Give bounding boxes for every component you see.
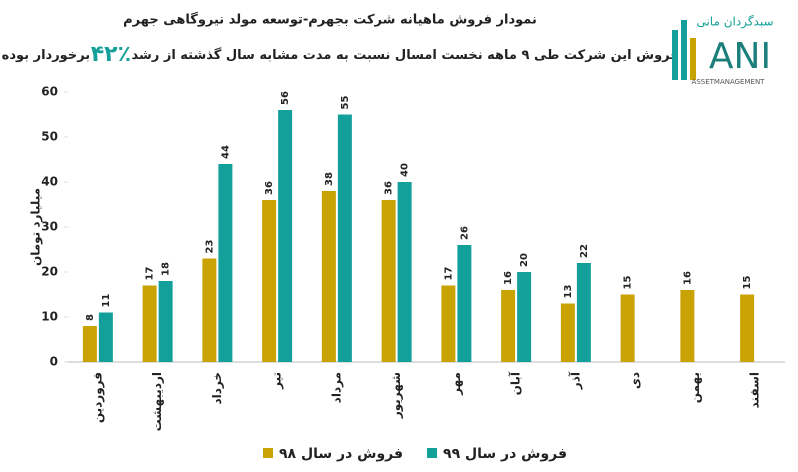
- x-tick-label: تیر: [270, 372, 284, 390]
- y-tick-label: 0: [50, 355, 58, 369]
- bar: [457, 245, 472, 362]
- bar: [218, 164, 233, 362]
- logo-bar: [672, 30, 678, 80]
- chart-title: نمودار فروش ماهیانه شرکت بجهرم-توسعه مول…: [123, 12, 537, 28]
- x-tick-label: خرداد: [210, 372, 224, 405]
- x-tick-label: آبان: [508, 371, 523, 395]
- x-tick-label: آذر: [567, 371, 582, 390]
- bar: [337, 114, 352, 362]
- logo: سبدگردان مانی ANI ASSETMANAGEMENT: [672, 15, 774, 86]
- bar: [202, 258, 217, 362]
- data-label: 13: [563, 285, 574, 299]
- bar: [560, 303, 575, 362]
- data-label: 16: [503, 271, 514, 285]
- bar: [262, 200, 277, 362]
- x-tick-label: اردیبهشت: [150, 372, 164, 431]
- y-tick-label: 50: [41, 130, 58, 144]
- bar: [321, 191, 336, 362]
- bar: [576, 263, 591, 362]
- subtitle-text: فروش این شرکت طی ۹ ماهه نخست امسال نسبت …: [132, 47, 679, 63]
- data-label: 8: [85, 314, 96, 321]
- x-tick-label: مرداد: [329, 372, 343, 403]
- legend-swatch: [427, 448, 438, 458]
- data-label: 36: [384, 181, 395, 195]
- logo-bar: [681, 20, 687, 80]
- data-label: 56: [280, 91, 291, 105]
- bar: [142, 285, 157, 362]
- data-label: 16: [682, 271, 693, 285]
- x-tick-label: شهریور: [389, 372, 404, 419]
- legend-label: فروش در سال ۹۹: [443, 446, 567, 462]
- y-tick-label: 60: [41, 85, 58, 99]
- data-label: 23: [204, 240, 215, 254]
- bar: [501, 290, 516, 362]
- bar: [441, 285, 456, 362]
- data-label: 26: [459, 226, 470, 240]
- data-label: 44: [220, 145, 231, 159]
- data-label: 40: [400, 163, 411, 177]
- bar: [680, 290, 695, 362]
- bar: [278, 110, 293, 362]
- subtitle: فروش این شرکت طی ۹ ماهه نخست امسال نسبت …: [0, 42, 679, 67]
- data-label: 11: [101, 294, 112, 308]
- bar: [740, 294, 755, 362]
- data-label: 20: [519, 253, 530, 267]
- x-tick-label: بهمن: [688, 372, 702, 403]
- y-tick-label: 10: [41, 310, 58, 324]
- y-tick-label: 20: [41, 265, 58, 279]
- x-tick-label: اسفند: [748, 372, 762, 408]
- bar: [381, 200, 396, 362]
- y-tick-label: 40: [41, 175, 58, 189]
- data-label: 18: [161, 262, 172, 276]
- data-label: 36: [264, 181, 275, 195]
- legend-label: فروش در سال ۹۸: [279, 446, 403, 462]
- logo-tagline: ASSETMANAGEMENT: [692, 78, 766, 86]
- logo-mark: ANI: [709, 36, 771, 77]
- data-label: 22: [579, 244, 590, 258]
- bar: [517, 272, 532, 362]
- data-label: 55: [340, 96, 351, 110]
- y-tick-label: 30: [41, 220, 58, 234]
- data-label: 15: [623, 276, 634, 290]
- logo-name: سبدگردان مانی: [696, 15, 773, 30]
- logo-bar: [690, 38, 696, 80]
- bar: [397, 182, 412, 362]
- bar: [98, 312, 113, 362]
- bar: [158, 281, 173, 362]
- x-tick-label: فروردین: [90, 372, 105, 423]
- bar: [82, 326, 97, 362]
- data-label: 38: [324, 172, 335, 186]
- data-label: 17: [145, 267, 156, 281]
- y-axis-label: میلیارد تومان: [29, 188, 44, 266]
- x-tick-label: دی: [628, 372, 642, 389]
- data-label: 17: [443, 267, 454, 281]
- bar: [620, 294, 635, 362]
- subtitle-highlight: ٪۴۲: [91, 42, 131, 67]
- subtitle-text: برخوردار بوده است.: [0, 48, 90, 63]
- data-label: 15: [742, 276, 753, 290]
- legend-swatch: [263, 448, 273, 458]
- x-tick-label: مهر: [449, 372, 463, 396]
